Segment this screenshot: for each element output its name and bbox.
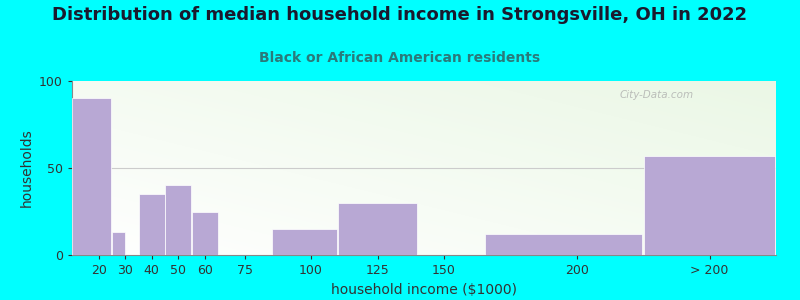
Text: City-Data.com: City-Data.com <box>619 90 694 100</box>
Bar <box>338 203 417 255</box>
Bar <box>166 185 191 255</box>
Y-axis label: households: households <box>19 129 34 207</box>
Bar <box>112 232 125 255</box>
Bar <box>138 194 165 255</box>
Bar <box>645 156 774 255</box>
Bar <box>486 234 642 255</box>
Bar <box>192 212 218 255</box>
X-axis label: household income ($1000): household income ($1000) <box>331 283 517 297</box>
Text: Distribution of median household income in Strongsville, OH in 2022: Distribution of median household income … <box>53 6 747 24</box>
Text: Black or African American residents: Black or African American residents <box>259 51 541 65</box>
Bar <box>272 229 337 255</box>
Bar <box>72 98 111 255</box>
